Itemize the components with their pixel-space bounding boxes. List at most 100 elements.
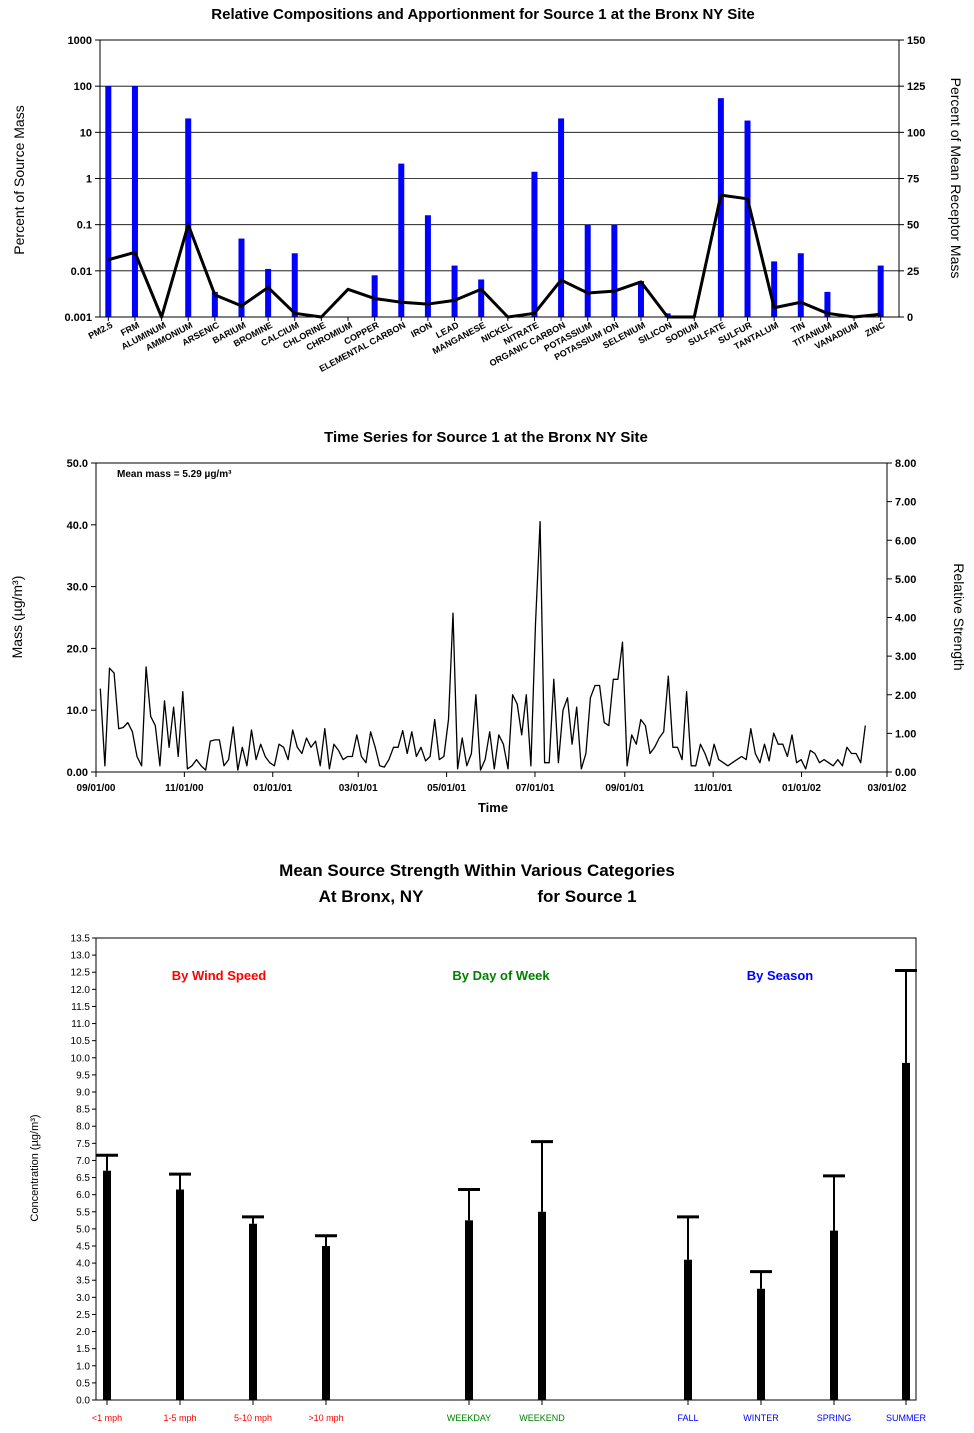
chart1-bar [744, 120, 751, 318]
chart2-y2tick-label: 4.00 [895, 613, 916, 625]
chart1-bar [185, 118, 192, 317]
chart3-xtick-label: WINTER [743, 1413, 779, 1423]
chart3-ytick-label: 4.0 [76, 1259, 90, 1270]
chart1-ytick-label: 0.01 [71, 266, 92, 278]
chart3-xtick-label: WEEKDAY [447, 1413, 491, 1423]
chart1-ytick-label: 0.1 [77, 220, 92, 232]
chart2-axes: 0.00 10.0 20.0 30.0 40.0 50.0 0.00 1.00 2.00 3.00… [67, 458, 917, 794]
chart2-ytick-label: 50.0 [67, 458, 88, 470]
chart1-y2tick-label: 100 [907, 127, 925, 139]
chart2-mean-annotation: Mean mass = 5.29 µg/m³ [117, 469, 232, 480]
chart3-bar [465, 1220, 473, 1400]
chart3-bar [830, 1230, 838, 1400]
chart1-y2tick-label: 25 [907, 266, 919, 278]
chart3-frame [95, 937, 917, 1401]
chart3-ytick-label: 10.0 [71, 1053, 91, 1064]
chart1-ylabel: Percent of Source Mass [11, 105, 27, 254]
chart3-ylabel: Concentration (µg/m³) [29, 1114, 41, 1221]
chart2-y2label: Relative Strength [951, 563, 967, 670]
chart1-bar [797, 253, 804, 317]
chart3-ytick-label: 7.5 [76, 1139, 90, 1150]
chart2-xlabel: Time [478, 800, 508, 815]
chart2-y2tick-label: 7.00 [895, 497, 916, 509]
chart3-bar [684, 1259, 692, 1400]
chart1-bar [877, 265, 884, 317]
chart1-ytick-label: 0.001 [64, 312, 92, 324]
chart1-bar [265, 268, 272, 317]
chart2-xtick-label: 09/01/01 [605, 783, 644, 794]
chart2-xtick-label: 03/01/01 [339, 783, 378, 794]
chart1-bar [478, 279, 485, 317]
chart3-xtick-label: 1-5 mph [163, 1413, 196, 1423]
chart2-frame [95, 462, 888, 773]
chart3-ytick-label: 9.0 [76, 1088, 90, 1099]
chart3-bar [249, 1223, 257, 1400]
chart3-bar [902, 1062, 910, 1400]
chart3-group-header: By Season [747, 968, 814, 983]
chart3-group-header: By Wind Speed [172, 968, 267, 983]
chart1-bar [558, 118, 565, 317]
chart1-bar [451, 265, 458, 317]
chart3-xtick-label: 5-10 mph [234, 1413, 272, 1423]
chart1-xtick-label: ZINC [863, 320, 887, 339]
chart2-y2tick-label: 2.00 [895, 690, 916, 702]
chart3-subtitle-source: for Source 1 [537, 887, 636, 906]
chart2-y2tick-label: 1.00 [895, 728, 916, 740]
chart3-ytick-label: 13.0 [71, 951, 91, 962]
chart2-y2tick-label: 5.00 [895, 574, 916, 586]
chart1-bar [131, 86, 138, 318]
chart1-xtick-label: IRON [409, 320, 434, 339]
chart2-line [99, 521, 866, 771]
chart3-ytick-label: 12.5 [71, 968, 91, 979]
chart3-ytick-label: 2.0 [76, 1327, 90, 1338]
chart1-y2tick-label: 0 [907, 312, 913, 324]
chart1-bar [611, 224, 618, 317]
chart2-mass-series [99, 521, 866, 771]
chart1-bar [717, 98, 724, 317]
chart3-ytick-label: 6.0 [76, 1190, 90, 1201]
chart1-bar [424, 215, 431, 317]
chart3-ytick-label: 7.0 [76, 1156, 90, 1167]
chart3-ytick-label: 2.5 [76, 1310, 90, 1321]
chart3-xtick-label: <1 mph [92, 1413, 122, 1423]
chart3-ytick-label: 6.5 [76, 1173, 90, 1184]
chart3-ytick-label: 1.5 [76, 1344, 90, 1355]
chart3-bar [538, 1211, 546, 1400]
chart2-y2tick-label: 6.00 [895, 535, 916, 547]
chart3-ytick-label: 1.0 [76, 1361, 90, 1372]
chart1-bar [211, 291, 218, 317]
chart1-bar [824, 291, 831, 317]
chart1-bar [238, 238, 245, 317]
chart1-bar [291, 253, 298, 317]
chart2-xtick-label: 01/01/01 [253, 783, 292, 794]
chart3-xtick-label: >10 mph [308, 1413, 343, 1423]
chart1-bar [584, 224, 591, 317]
chart2-xtick-label: 05/01/01 [427, 783, 466, 794]
chart1-ytick-label: 1 [86, 174, 92, 186]
chart2-y2tick-label: 0.00 [895, 767, 916, 779]
chart3-ytick-label: 5.5 [76, 1207, 90, 1218]
chart2-xtick-label: 07/01/01 [515, 783, 554, 794]
chart3-ytick-label: 8.0 [76, 1122, 90, 1133]
chart3-subtitle-site: At Bronx, NY [319, 887, 425, 906]
chart1-bar [771, 261, 778, 317]
chart3-ytick-label: 0.0 [76, 1396, 90, 1407]
chart1-bar [531, 171, 538, 317]
chart3-ytick-label: 3.5 [76, 1276, 90, 1287]
chart3-ytick-label: 3.0 [76, 1293, 90, 1304]
chart2-xtick-label: 11/01/01 [694, 783, 733, 794]
chart3-bars [96, 969, 917, 1400]
chart3-ytick-label: 11.0 [71, 1019, 90, 1030]
chart2-y2tick-label: 8.00 [895, 458, 916, 470]
chart3-ytick-label: 9.5 [76, 1070, 90, 1081]
chart2-title: Time Series for Source 1 at the Bronx NY… [324, 429, 648, 446]
chart3-ytick-label: 12.0 [71, 985, 91, 996]
chart3-bar [176, 1189, 184, 1400]
chart2-xtick-label: 03/01/02 [868, 783, 907, 794]
chart3-ytick-label: 8.5 [76, 1105, 90, 1116]
chart1-y2label: Percent of Mean Receptor Mass [948, 78, 964, 279]
chart1-bar [105, 86, 112, 318]
chart1-y2tick-label: 50 [907, 220, 919, 232]
chart1-ytick-label: 1000 [68, 35, 92, 47]
